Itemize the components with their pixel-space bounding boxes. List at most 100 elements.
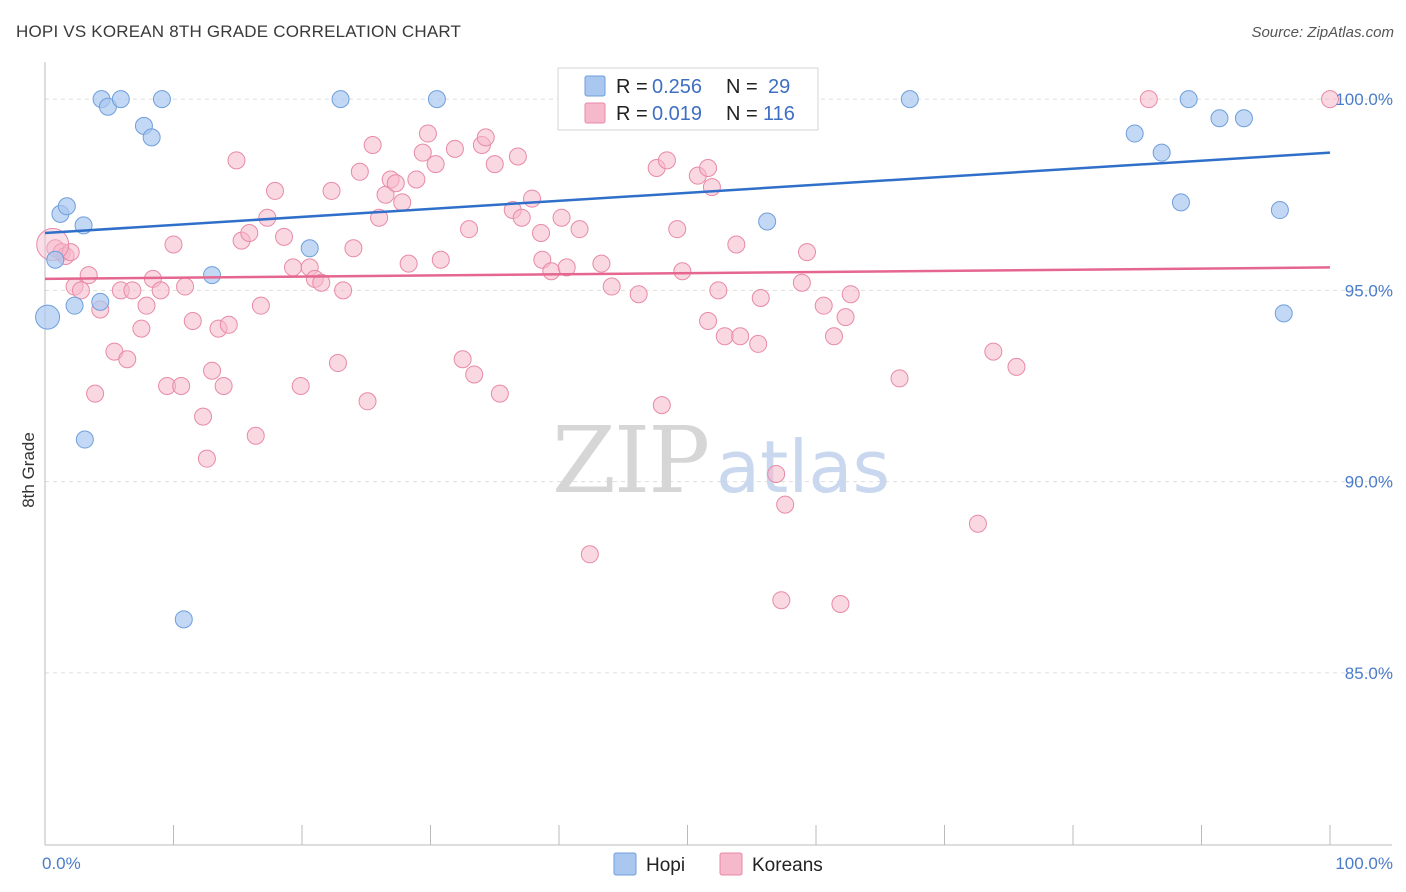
korean-point <box>772 591 791 610</box>
y-tick-label: 85.0% <box>1345 664 1393 683</box>
korean-point <box>176 277 195 296</box>
hopi-point <box>1152 143 1171 162</box>
hopi-point <box>758 212 777 231</box>
korean-point <box>592 254 611 273</box>
korean-point <box>426 155 445 174</box>
hopi-point <box>35 304 61 330</box>
hopi-point <box>142 128 161 147</box>
korean-point <box>715 327 734 346</box>
korean-point <box>490 384 509 403</box>
korean-point <box>580 545 599 564</box>
axes <box>44 62 1392 846</box>
korean-point <box>363 136 382 155</box>
x-tick-label: 0.0% <box>42 854 81 873</box>
watermark-atlas: atlas <box>716 425 890 509</box>
hopi-point <box>65 296 84 315</box>
korean-point <box>350 162 369 181</box>
korean-point <box>792 273 811 292</box>
korean-point <box>476 128 495 147</box>
korean-point <box>172 377 191 395</box>
korean-point <box>523 189 542 208</box>
hopi-point <box>1125 124 1144 143</box>
korean-series-label: Koreans <box>752 855 823 876</box>
korean-point <box>358 392 377 411</box>
y-axis-label: 8th Grade <box>19 432 38 508</box>
korean-point <box>284 258 303 277</box>
korean-point <box>151 281 170 300</box>
hopi-point <box>1274 304 1293 323</box>
korean-point <box>386 174 405 193</box>
hopi-point <box>427 90 446 109</box>
tick-labels: 100.0% 95.0% 90.0% 85.0% 0.0% 100.0% <box>42 90 1393 873</box>
korean-point <box>542 262 561 281</box>
hopi-points <box>35 90 1293 629</box>
hopi-r-value: 0.256 <box>652 76 702 98</box>
korean-point <box>702 178 721 197</box>
korean-point <box>776 495 795 514</box>
korean-trend-line <box>44 266 1331 281</box>
korean-point <box>137 296 156 315</box>
korean-point <box>266 181 285 200</box>
korean-point <box>968 514 987 533</box>
korean-point <box>194 407 213 426</box>
korean-point <box>328 354 347 373</box>
korean-point <box>602 277 621 296</box>
korean-point <box>431 250 450 269</box>
hopi-point <box>300 239 319 258</box>
korean-point <box>344 239 363 258</box>
korean-point <box>814 296 833 315</box>
trend-lines <box>44 151 1331 281</box>
korean-point <box>334 281 353 300</box>
korean-point <box>197 449 216 468</box>
y-tick-label: 90.0% <box>1345 473 1393 492</box>
korean-point <box>465 365 484 384</box>
hopi-point <box>900 90 919 109</box>
korean-point <box>219 315 238 334</box>
hopi-point <box>57 197 76 216</box>
korean-point <box>399 254 418 273</box>
korean-point <box>132 319 151 338</box>
korean-point <box>749 334 768 353</box>
korean-point <box>393 193 412 212</box>
korean-point <box>453 350 472 369</box>
korean-point <box>407 170 426 189</box>
korean-point <box>246 426 265 445</box>
korean-point <box>824 327 843 346</box>
korean-point <box>709 281 728 300</box>
korean-point <box>984 342 1003 361</box>
korean-point <box>570 220 589 239</box>
watermark-zip: ZIP <box>552 407 708 514</box>
korean-point <box>322 181 341 200</box>
korean-point <box>291 377 310 395</box>
korean-point <box>508 147 527 166</box>
korean-point <box>629 285 648 304</box>
hopi-point <box>174 610 193 629</box>
korean-point <box>767 464 786 483</box>
hopi-r-label: R = <box>616 76 648 98</box>
korean-point <box>79 266 98 285</box>
korean-point <box>731 327 750 346</box>
watermark: ZIP atlas <box>552 407 890 514</box>
x-tick-label: 100.0% <box>1335 854 1393 873</box>
hopi-n-label: N = <box>726 76 758 98</box>
korean-point <box>552 208 571 227</box>
korean-point <box>413 143 432 162</box>
korean-point <box>183 311 202 330</box>
hopi-n-value: 29 <box>768 76 790 98</box>
hopi-series-swatch <box>613 852 637 876</box>
korean-point <box>836 308 855 327</box>
y-tick-label: 100.0% <box>1335 90 1393 109</box>
hopi-series-label: Hopi <box>646 855 685 876</box>
korean-point <box>251 296 270 315</box>
korean-point <box>123 281 142 300</box>
korean-point <box>668 220 687 239</box>
korean-point <box>71 281 90 300</box>
source-credit: Source: ZipAtlas.com <box>1251 24 1394 41</box>
korean-point <box>657 151 676 170</box>
hopi-point <box>46 250 65 269</box>
hopi-legend-swatch <box>584 75 606 97</box>
korean-point <box>203 361 222 380</box>
hopi-point <box>1171 193 1190 212</box>
korean-point <box>460 220 479 239</box>
